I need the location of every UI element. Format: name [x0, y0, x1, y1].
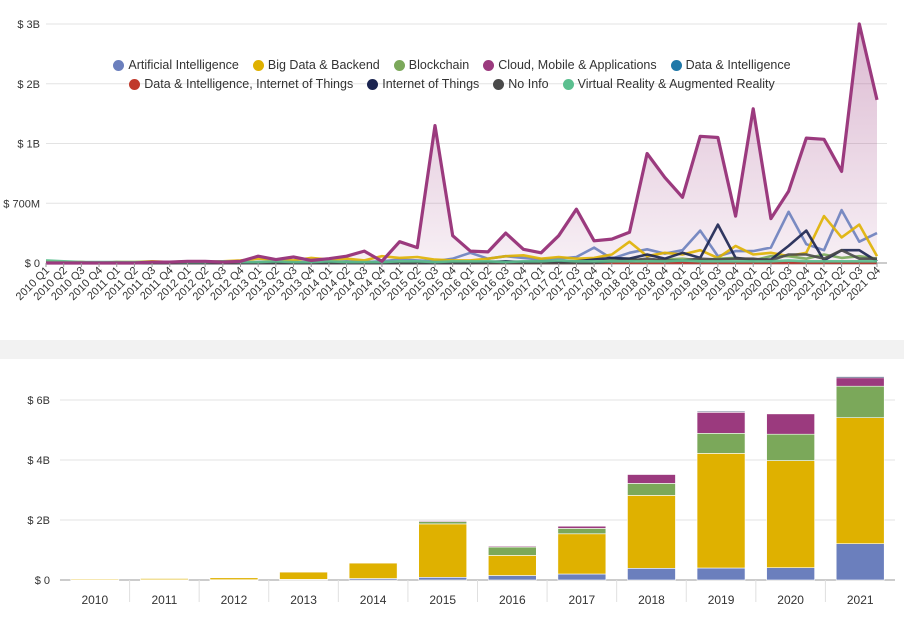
y-tick-label: $ 4B	[27, 455, 50, 467]
bar-segment-blockchain	[696, 433, 746, 454]
bar-segment-big-data-backend	[627, 495, 676, 569]
x-tick-label: 2014	[360, 593, 387, 607]
legend-label: Blockchain	[408, 58, 470, 72]
legend-item-no-info[interactable]: No Info	[493, 77, 549, 91]
legend-item-big-data-backend[interactable]: Big Data & Backend	[252, 58, 380, 72]
bar-segment-artificial-intelligence	[696, 567, 746, 581]
bar-segment-artificial-intelligence	[557, 573, 607, 581]
x-tick-label: 2013	[290, 593, 317, 607]
y-tick-label: $ 1B	[17, 139, 40, 151]
bar-segment-internet-of-things	[557, 525, 607, 527]
bar-segment-big-data-backend	[487, 555, 537, 576]
bar-segment-internet-of-things	[627, 473, 676, 475]
bar-segment-big-data-backend	[279, 571, 328, 580]
legend-item-virtual-reality-augmented-reality[interactable]: Virtual Reality & Augmented Reality	[562, 77, 775, 91]
bar-segment-cloud-mobile-applications	[209, 577, 259, 579]
legend-item-data-intelligence[interactable]: Data & Intelligence	[670, 58, 791, 72]
legend-row: Artificial Intelligence Big Data & Backen…	[0, 58, 904, 72]
y-tick-label: $ 3B	[17, 19, 40, 31]
x-tick-label: 2017	[569, 593, 596, 607]
legend-item-internet-of-things[interactable]: Internet of Things	[367, 77, 479, 91]
x-tick-label: 2021	[847, 593, 874, 607]
legend-label: Big Data & Backend	[267, 58, 380, 72]
bar-segment-big-data-backend	[557, 533, 607, 575]
y-tick-label: $ 2B	[27, 515, 50, 527]
bar-segment-blockchain	[557, 528, 607, 535]
y-tick-label: $ 0	[35, 575, 50, 587]
legend-marker	[562, 78, 574, 90]
bar-segment-big-data-backend	[696, 453, 746, 569]
bar-segment-big-data-backend	[418, 523, 468, 578]
legend-marker	[393, 59, 405, 71]
bar-segment-cloud-mobile-applications	[348, 562, 398, 564]
x-tick-label: 2011	[151, 593, 177, 607]
bar-segment-cloud-mobile-applications	[835, 377, 885, 387]
cloud-area	[46, 24, 877, 263]
legend-marker	[129, 78, 141, 90]
bar-segment-big-data-backend	[835, 417, 885, 545]
x-tick-label: 2018	[638, 593, 665, 607]
bar-segment-internet-of-things	[766, 412, 815, 415]
legend-label: Internet of Things	[382, 77, 480, 91]
legend-marker	[367, 78, 379, 90]
x-tick-label: 2015	[429, 593, 456, 607]
bar-segment-artificial-intelligence	[487, 575, 537, 581]
yearly-funding-chart-panel: $ 0 $ 2B $ 4B $ 6B 2010 2011 2012 2013 2014 2015 2…	[0, 359, 904, 622]
bar-segment-blockchain	[835, 385, 885, 419]
legend-marker	[483, 59, 495, 71]
legend-item-blockchain[interactable]: Blockchain	[393, 58, 470, 72]
bar-segment-cloud-mobile-applications	[279, 571, 328, 573]
y-tick-label: $ 0	[25, 258, 40, 270]
legend-item-data-intelligence-internet-of-things[interactable]: Data & Intelligence, Internet of Things	[129, 77, 353, 91]
bar-segment-artificial-intelligence	[627, 568, 676, 581]
x-tick-label: 2010	[81, 593, 108, 607]
legend-row: Data & Intelligence, Internet of Things I…	[0, 77, 904, 91]
bar-segment-cloud-mobile-applications	[418, 520, 468, 522]
legend-item-cloud-mobile-applications[interactable]: Cloud, Mobile & Applications	[483, 58, 657, 72]
legend-label: Data & Intelligence	[685, 58, 791, 72]
bar-segment-blockchain	[766, 433, 815, 461]
bar-segment-internet-of-things	[696, 411, 746, 413]
bar-segment-big-data-backend	[348, 562, 398, 579]
legend-label: Data & Intelligence, Internet of Things	[144, 77, 354, 91]
legend-label: No Info	[508, 77, 549, 91]
y-tick-label: $ 6B	[27, 395, 50, 407]
bar-segment-blockchain	[627, 483, 676, 496]
bar-segment-blockchain	[418, 521, 468, 525]
bar-segment-big-data-backend	[766, 460, 815, 568]
bar-segment-big-data-backend	[70, 578, 120, 581]
legend-marker	[670, 59, 682, 71]
legend-label: Cloud, Mobile & Applications	[498, 58, 657, 72]
bar-segment-internet-of-things	[835, 376, 885, 379]
bar-segment-internet-of-things	[487, 545, 537, 547]
bar-segment-big-data-backend	[140, 578, 189, 580]
legend-label: Virtual Reality & Augmented Reality	[577, 77, 775, 91]
x-tick-label: 2012	[221, 593, 248, 607]
chart-legend: Artificial Intelligence Big Data & Backen…	[0, 58, 904, 96]
y-tick-label: $ 700M	[3, 198, 40, 210]
legend-marker	[113, 59, 125, 71]
bar-segment-cloud-mobile-applications	[696, 411, 746, 434]
legend-marker	[493, 78, 505, 90]
bar-segment-cloud-mobile-applications	[766, 413, 815, 435]
y-tick-label: $ 2B	[17, 79, 40, 91]
bar-segment-artificial-intelligence	[835, 543, 885, 581]
legend-item-artificial-intelligence[interactable]: Artificial Intelligence	[113, 58, 239, 72]
yearly-funding-chart: $ 0 $ 2B $ 4B $ 6B 2010 2011 2012 2013 2014 2015 2…	[27, 376, 895, 607]
x-tick-label: 2016	[499, 593, 526, 607]
bar-segment-artificial-intelligence	[418, 577, 468, 581]
bar-segment-cloud-mobile-applications	[627, 474, 676, 484]
x-tick-label: 2019	[708, 593, 735, 607]
legend-marker	[252, 59, 264, 71]
bar-segment-artificial-intelligence	[766, 567, 815, 581]
bar-segment-blockchain	[487, 546, 537, 556]
x-tick-label: 2020	[777, 593, 804, 607]
legend-label: Artificial Intelligence	[128, 58, 239, 72]
quarterly-funding-chart-panel: $ 0 $ 700M $ 1B $ 2B $ 3B 2010 Q1 2010 Q2 2010 …	[0, 0, 904, 340]
series-line-cloud-mobile-applications	[46, 22, 879, 265]
